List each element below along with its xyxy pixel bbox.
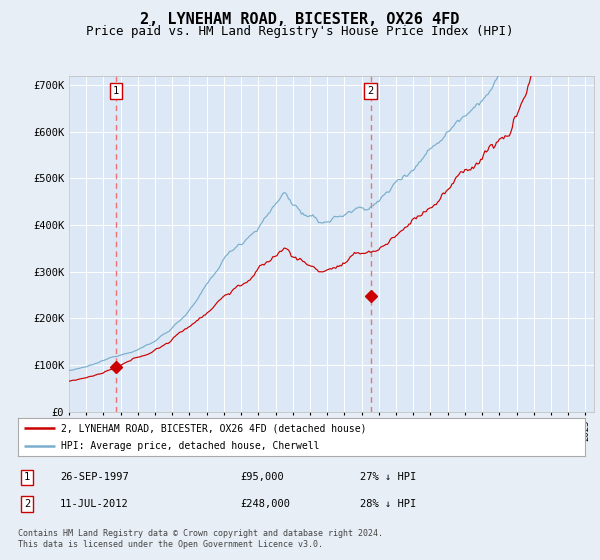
Text: Contains HM Land Registry data © Crown copyright and database right 2024.
This d: Contains HM Land Registry data © Crown c… bbox=[18, 529, 383, 549]
Text: 2, LYNEHAM ROAD, BICESTER, OX26 4FD: 2, LYNEHAM ROAD, BICESTER, OX26 4FD bbox=[140, 12, 460, 27]
Text: 2: 2 bbox=[368, 86, 374, 96]
Text: £248,000: £248,000 bbox=[240, 499, 290, 509]
Text: 11-JUL-2012: 11-JUL-2012 bbox=[60, 499, 129, 509]
Text: 26-SEP-1997: 26-SEP-1997 bbox=[60, 472, 129, 482]
Text: Price paid vs. HM Land Registry's House Price Index (HPI): Price paid vs. HM Land Registry's House … bbox=[86, 25, 514, 38]
Text: 28% ↓ HPI: 28% ↓ HPI bbox=[360, 499, 416, 509]
Text: 1: 1 bbox=[113, 86, 119, 96]
Text: 1: 1 bbox=[24, 472, 30, 482]
Text: HPI: Average price, detached house, Cherwell: HPI: Average price, detached house, Cher… bbox=[61, 441, 319, 451]
Text: £95,000: £95,000 bbox=[240, 472, 284, 482]
Text: 2: 2 bbox=[24, 499, 30, 509]
Text: 2, LYNEHAM ROAD, BICESTER, OX26 4FD (detached house): 2, LYNEHAM ROAD, BICESTER, OX26 4FD (det… bbox=[61, 423, 366, 433]
Text: 27% ↓ HPI: 27% ↓ HPI bbox=[360, 472, 416, 482]
